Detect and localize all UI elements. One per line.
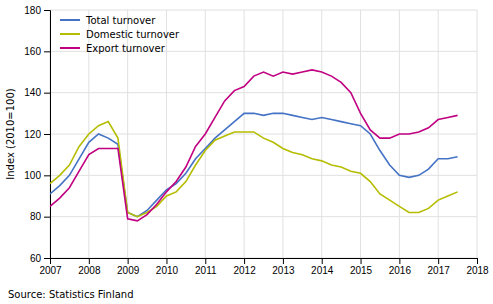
tick-mark bbox=[44, 51, 50, 52]
series-line bbox=[50, 113, 458, 216]
tick-label: 60 bbox=[30, 253, 42, 264]
tick-mark bbox=[399, 258, 400, 264]
tick-mark bbox=[322, 258, 323, 264]
tick: 2013 bbox=[272, 258, 295, 276]
x-axis: 2007 2008 2009 2010 2011 2012 2013 2014 2015 2016… bbox=[39, 258, 489, 276]
grid-line-x bbox=[438, 10, 439, 258]
series-line bbox=[50, 70, 458, 221]
tick-label: 2010 bbox=[156, 265, 179, 276]
tick-label: 2011 bbox=[195, 265, 217, 276]
tick-label: 2016 bbox=[389, 265, 412, 276]
tick-label: 120 bbox=[24, 129, 41, 140]
tick-mark bbox=[44, 134, 50, 135]
tick: 140 bbox=[24, 87, 50, 98]
tick: 2014 bbox=[311, 258, 334, 276]
tick: 160 bbox=[24, 46, 50, 57]
tick-label: 160 bbox=[24, 46, 41, 57]
tick-mark bbox=[89, 258, 90, 264]
grid-line-y bbox=[50, 92, 477, 93]
tick-mark bbox=[44, 217, 50, 218]
tick-mark bbox=[477, 258, 478, 264]
tick-label: 2013 bbox=[272, 265, 295, 276]
tick: 2017 bbox=[428, 258, 451, 276]
tick: 2010 bbox=[156, 258, 179, 276]
tick-label: 2018 bbox=[466, 265, 489, 276]
tick-label: 180 bbox=[24, 5, 41, 16]
legend-swatch bbox=[60, 33, 80, 35]
tick-label: 2017 bbox=[428, 265, 451, 276]
plot-area bbox=[50, 70, 458, 221]
legend-label: Export turnover bbox=[86, 43, 166, 54]
legend-item: Total turnover bbox=[60, 15, 156, 26]
y-axis-label: Index (2010=100) bbox=[5, 88, 16, 180]
tick: 2011 bbox=[195, 258, 217, 276]
y-axis: 60 80 100 120 140 160 180 bbox=[24, 5, 50, 264]
tick-mark bbox=[128, 258, 129, 264]
grid-line-x bbox=[166, 10, 167, 258]
grid-line-y bbox=[50, 175, 477, 176]
tick-mark bbox=[44, 10, 50, 11]
grid-line-x bbox=[244, 10, 245, 258]
tick-label: 2012 bbox=[233, 265, 256, 276]
tick-mark bbox=[283, 258, 284, 264]
tick: 2015 bbox=[350, 258, 373, 276]
tick: 180 bbox=[24, 5, 50, 16]
tick-mark bbox=[244, 258, 245, 264]
axis-line bbox=[51, 259, 478, 265]
tick-label: 2007 bbox=[39, 265, 62, 276]
tick-mark bbox=[44, 93, 50, 94]
chart: 2007 2008 2009 2010 2011 2012 2013 2014 2015 2016… bbox=[0, 0, 493, 304]
tick: 2018 bbox=[466, 258, 489, 276]
grid-line-x bbox=[360, 10, 361, 258]
tick-label: 100 bbox=[24, 170, 41, 181]
axis-line bbox=[44, 11, 51, 259]
tick-mark bbox=[44, 258, 50, 259]
tick: 120 bbox=[24, 129, 50, 140]
tick-mark bbox=[44, 175, 50, 176]
legend-label: Domestic turnover bbox=[86, 29, 180, 40]
tick: 2012 bbox=[233, 258, 256, 276]
tick: 100 bbox=[24, 170, 50, 181]
tick-mark bbox=[166, 258, 167, 264]
tick-label: 2008 bbox=[78, 265, 101, 276]
tick-label: 2015 bbox=[350, 265, 373, 276]
source-text: Source: Statistics Finland bbox=[8, 289, 134, 300]
grid-line-x bbox=[321, 10, 322, 258]
legend: Total turnover Domestic turnover Export tu… bbox=[60, 15, 180, 54]
grid-line-y bbox=[50, 10, 477, 11]
tick-label: 80 bbox=[30, 211, 42, 222]
tick-label: 2014 bbox=[311, 265, 334, 276]
grid bbox=[50, 10, 477, 258]
grid-line-y bbox=[50, 216, 477, 217]
tick-mark bbox=[438, 258, 439, 264]
grid-line-x bbox=[282, 10, 283, 258]
tick: 2007 bbox=[39, 258, 62, 276]
legend-swatch bbox=[60, 19, 80, 21]
tick: 2009 bbox=[117, 258, 140, 276]
tick: 60 bbox=[30, 253, 50, 264]
tick-mark bbox=[361, 258, 362, 264]
tick-label: 140 bbox=[24, 87, 41, 98]
legend-swatch bbox=[60, 47, 80, 49]
tick: 2008 bbox=[78, 258, 101, 276]
legend-label: Total turnover bbox=[85, 15, 156, 26]
legend-item: Export turnover bbox=[60, 43, 166, 54]
tick-mark bbox=[205, 258, 206, 264]
tick: 80 bbox=[30, 211, 50, 222]
legend-item: Domestic turnover bbox=[60, 29, 180, 40]
tick: 2016 bbox=[389, 258, 412, 276]
tick-label: 2009 bbox=[117, 265, 140, 276]
grid-line-x bbox=[477, 10, 478, 258]
